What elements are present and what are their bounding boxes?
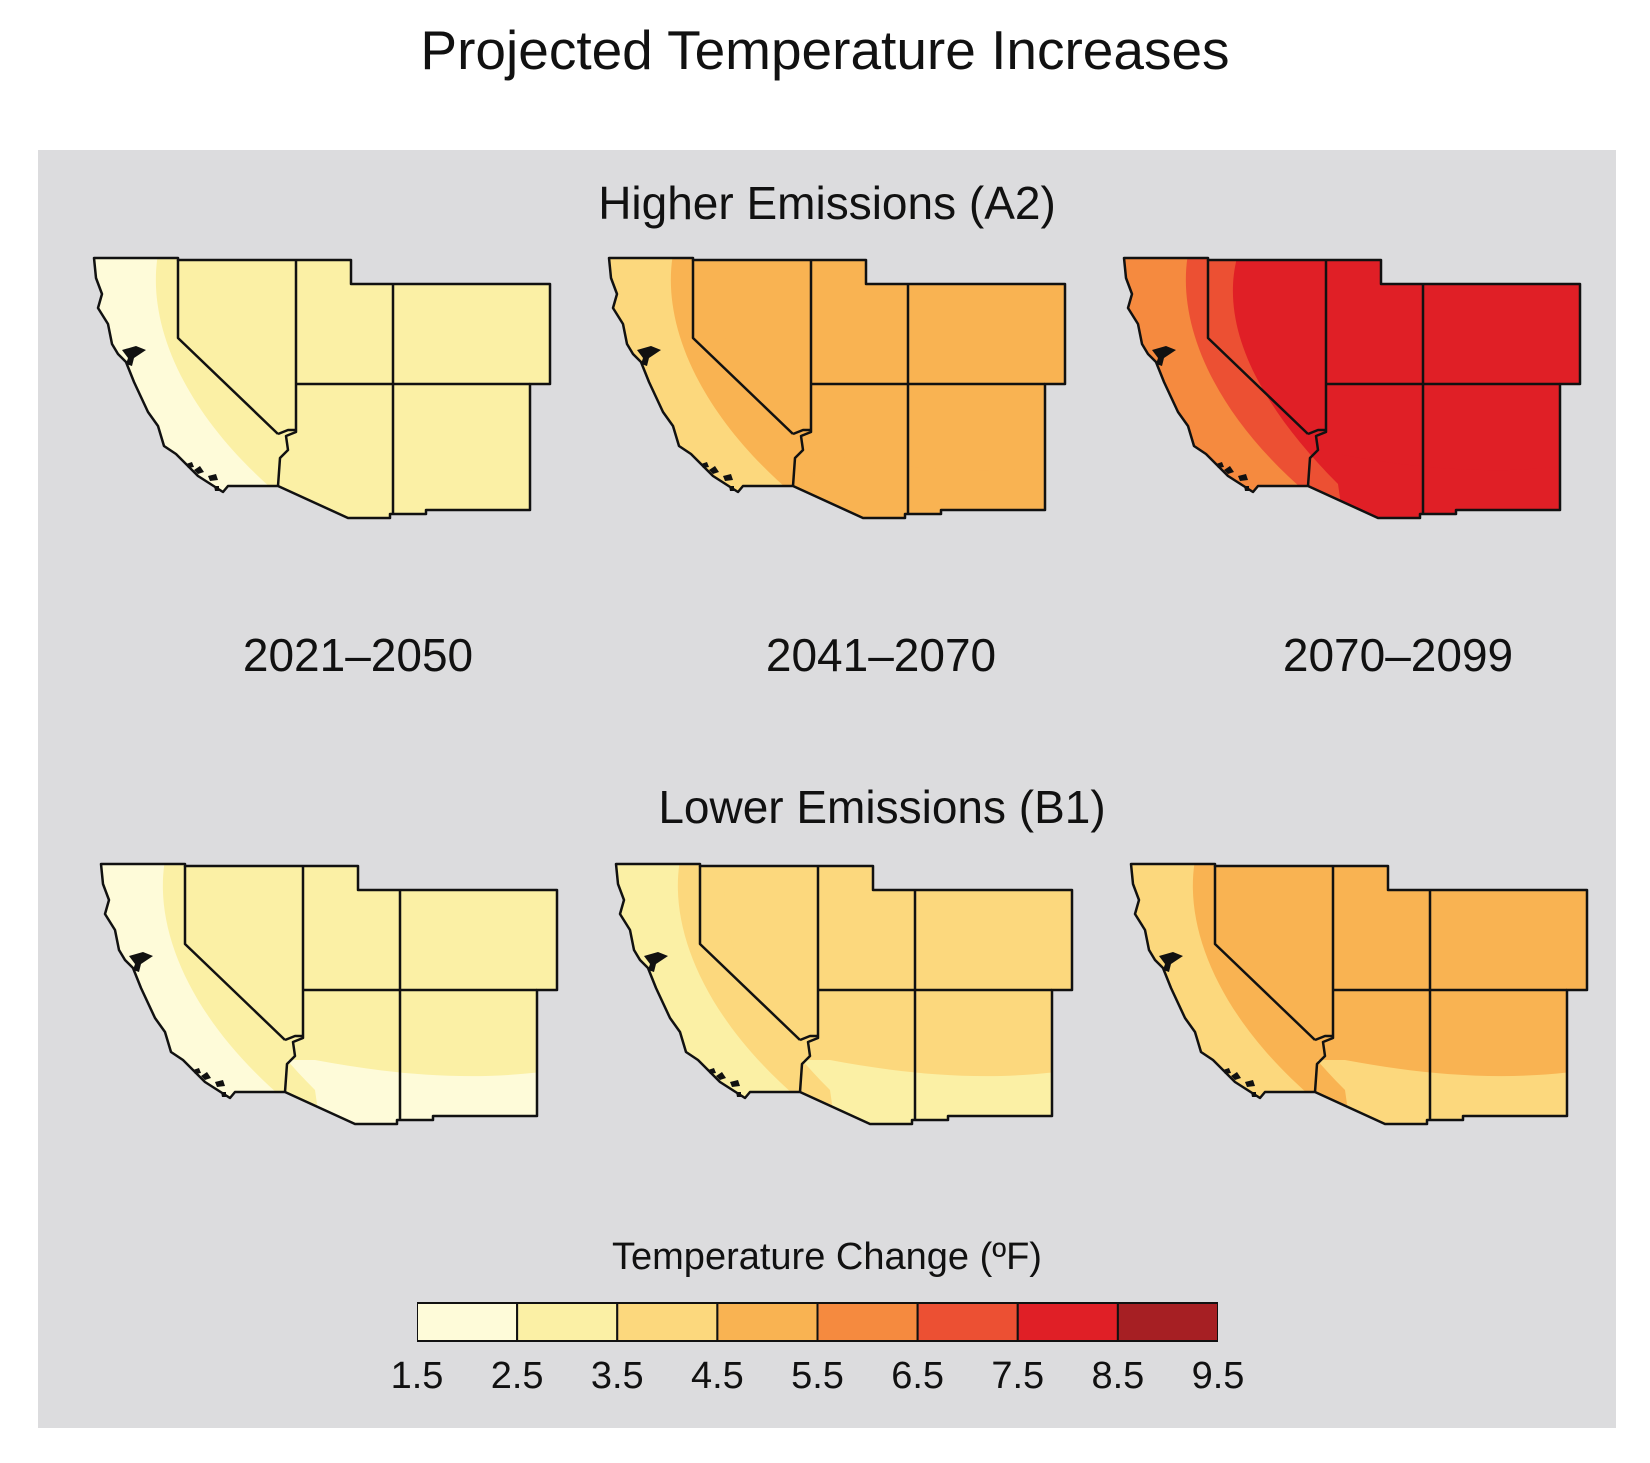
state-border xyxy=(284,1034,303,1042)
legend-tick-label: 7.5 xyxy=(991,1355,1045,1397)
island-shape xyxy=(1238,474,1248,481)
map-b1-2070-2099 xyxy=(1125,860,1605,1160)
state-border xyxy=(283,990,305,1093)
island-shape xyxy=(201,1072,211,1080)
legend-swatch xyxy=(417,1302,519,1342)
region-outline xyxy=(99,862,559,1126)
state-border xyxy=(799,1034,818,1042)
legend-tick-label: 4.5 xyxy=(690,1355,744,1397)
state-border xyxy=(276,384,298,487)
period-label-2021-2050: 2021–2050 xyxy=(242,629,474,681)
page-title: Projected Temperature Increases xyxy=(420,19,1230,81)
period-label-2041-2070: 2041–2070 xyxy=(765,629,997,681)
legend-tick-label: 5.5 xyxy=(791,1355,844,1397)
legend-tick-label: 8.5 xyxy=(1091,1355,1145,1397)
state-border xyxy=(1213,866,1316,1041)
legend-tick-label: 3.5 xyxy=(590,1355,644,1397)
map-a2-2070-2099 xyxy=(1118,254,1598,554)
island-shape xyxy=(186,462,194,468)
bay-shape xyxy=(1159,952,1183,972)
island-shape xyxy=(215,1080,225,1087)
state-border xyxy=(1313,990,1335,1093)
legend-title: Temperature Change (ºF) xyxy=(612,1236,1042,1278)
map-a2-2021-2050 xyxy=(88,254,568,554)
lower-emissions-title: Lower Emissions (B1) xyxy=(658,781,1106,833)
period-label-2070-2099: 2070–2099 xyxy=(1282,629,1514,681)
legend-swatch xyxy=(716,1302,819,1342)
island-shape xyxy=(193,1068,201,1074)
island-shape xyxy=(1223,1068,1231,1074)
bay-shape xyxy=(1152,346,1176,366)
region-outline xyxy=(614,862,1074,1126)
bay-shape xyxy=(122,346,146,366)
island-shape xyxy=(736,1092,741,1097)
island-shape xyxy=(708,1068,716,1074)
island-shape xyxy=(214,486,219,491)
island-shape xyxy=(221,1092,226,1097)
state-border xyxy=(792,428,811,436)
island-shape xyxy=(194,466,204,474)
island-shape xyxy=(730,1080,740,1087)
island-shape xyxy=(1224,466,1234,474)
map-b1-2041-2070 xyxy=(610,860,1090,1160)
state-border xyxy=(1314,1034,1333,1042)
map-b1-2021-2050 xyxy=(95,860,575,1160)
legend-swatch xyxy=(616,1302,719,1342)
state-border xyxy=(691,260,794,435)
map-a2-2041-2070 xyxy=(603,254,1083,554)
island-shape xyxy=(729,486,734,491)
island-shape xyxy=(1251,1092,1256,1097)
legend-swatch xyxy=(816,1302,919,1342)
color-scale-bar xyxy=(417,1302,1218,1342)
state-border xyxy=(1306,384,1328,487)
state-border xyxy=(1307,428,1326,436)
figure-panel: Higher Emissions (A2) 2021–2050 2041–207… xyxy=(38,150,1616,1428)
bay-shape xyxy=(129,952,153,972)
region-outline xyxy=(92,256,552,520)
state-border xyxy=(698,866,801,1041)
island-shape xyxy=(208,474,218,481)
state-border xyxy=(1206,260,1309,435)
region-outline xyxy=(1122,256,1582,520)
state-border xyxy=(791,384,813,487)
island-shape xyxy=(1216,462,1224,468)
legend-tick-label: 6.5 xyxy=(891,1355,945,1397)
legend-swatch xyxy=(1116,1302,1218,1342)
legend-swatch xyxy=(916,1302,1019,1342)
island-shape xyxy=(709,466,719,474)
island-shape xyxy=(1245,1080,1255,1087)
state-border xyxy=(798,990,820,1093)
bay-shape xyxy=(637,346,661,366)
island-shape xyxy=(1244,486,1249,491)
legend-tick-label: 2.5 xyxy=(490,1355,544,1397)
island-shape xyxy=(716,1072,726,1080)
island-shape xyxy=(1231,1072,1241,1080)
bay-shape xyxy=(644,952,668,972)
state-border xyxy=(183,866,286,1041)
state-border xyxy=(277,428,296,436)
island-shape xyxy=(723,474,733,481)
legend-swatch xyxy=(1016,1302,1119,1342)
region-outline xyxy=(1129,862,1589,1126)
higher-emissions-title: Higher Emissions (A2) xyxy=(598,177,1056,229)
region-outline xyxy=(607,256,1067,520)
legend-swatch xyxy=(516,1302,619,1342)
island-shape xyxy=(701,462,709,468)
state-border xyxy=(176,260,279,435)
legend-tick-label: 9.5 xyxy=(1191,1355,1245,1397)
legend-tick-label: 1.5 xyxy=(390,1355,444,1397)
